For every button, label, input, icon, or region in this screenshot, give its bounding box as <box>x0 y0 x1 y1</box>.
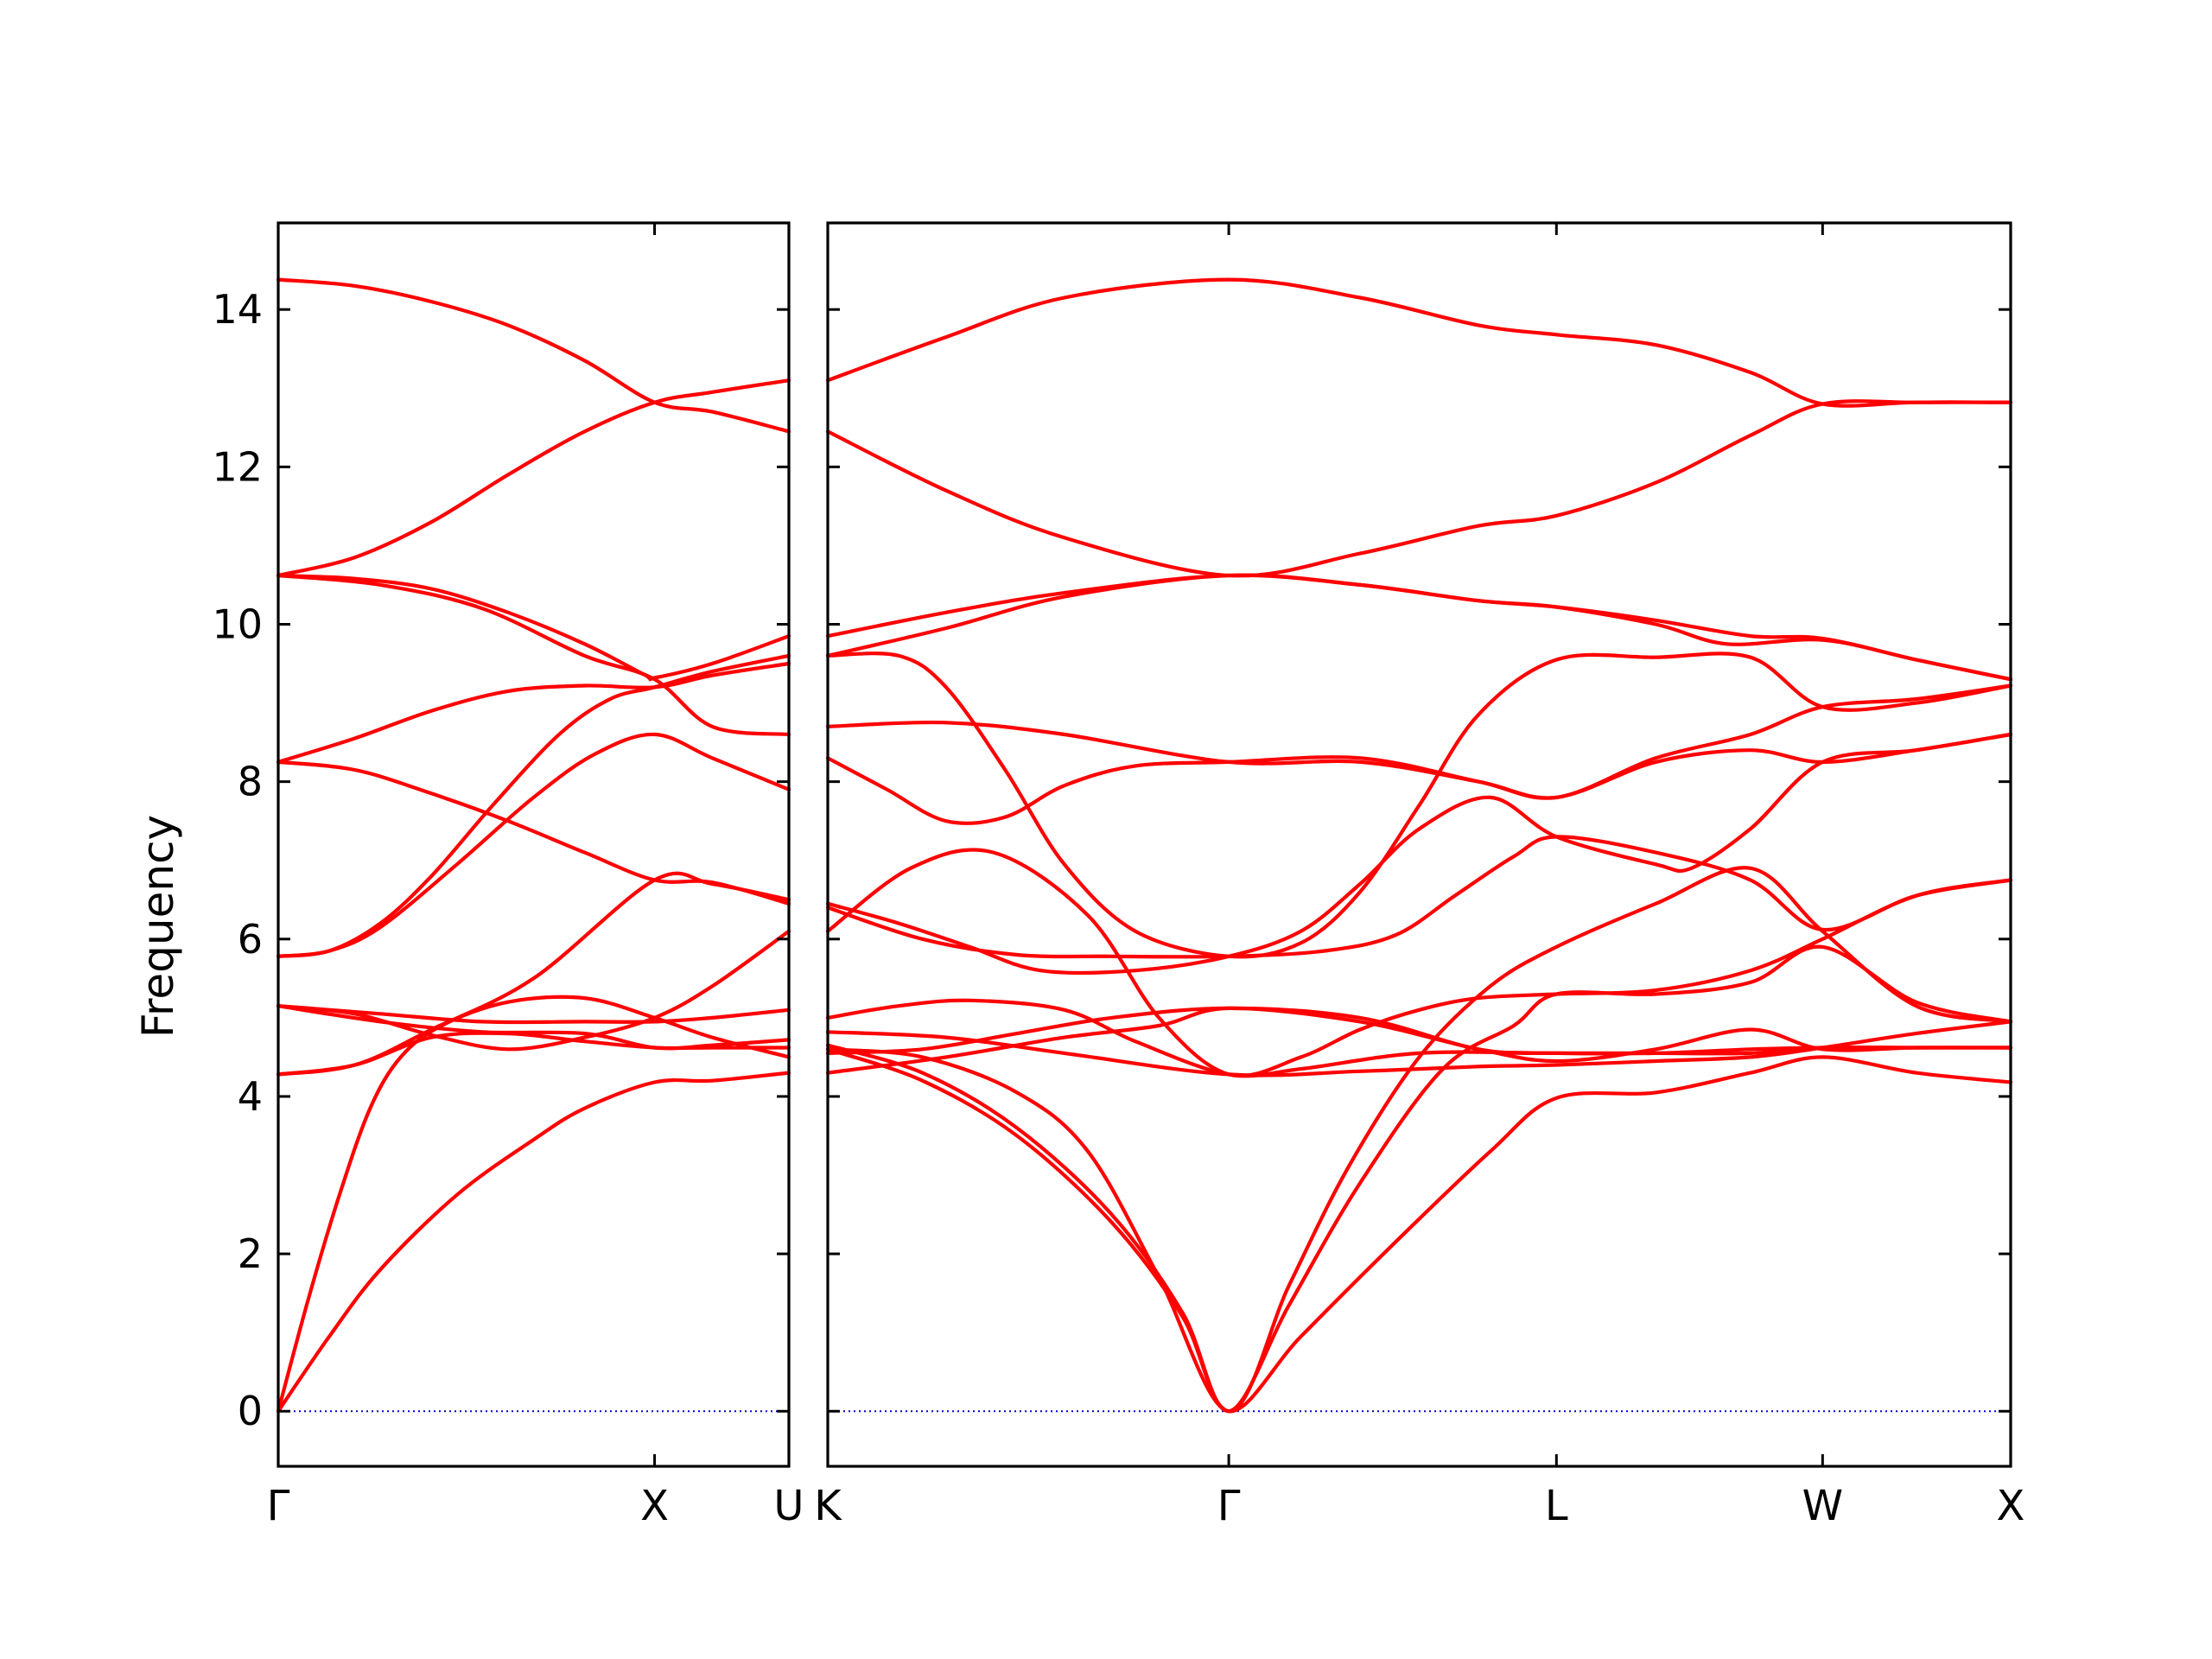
x-tick-label-U: U <box>773 1482 804 1530</box>
phonon-band-7 <box>276 1004 791 1051</box>
phonon-band-9 <box>825 835 2013 959</box>
panel-left: 0 2 4 6 8 10 12 14 Γ X U <box>212 221 804 1530</box>
x-tick-label-Γ: Γ <box>1217 1482 1241 1530</box>
phonon-band-2 <box>276 995 791 1414</box>
y-tick-label: 14 <box>212 286 263 333</box>
phonon-band-3 <box>825 866 2013 1414</box>
phonon-band-12 <box>825 683 2013 825</box>
plot-frame <box>826 221 2012 1468</box>
y-tick-label: 10 <box>212 601 263 647</box>
x-tick-label-X: X <box>1997 1482 2025 1530</box>
phonon-band-5 <box>276 929 791 1052</box>
y-tick-label: 4 <box>238 1073 263 1120</box>
phonon-band-4 <box>825 1006 2013 1075</box>
y-tick-label: 2 <box>238 1230 263 1277</box>
phonon-band-1 <box>276 1071 791 1414</box>
phonon-band-13 <box>276 573 791 737</box>
x-tick-label-W: W <box>1802 1482 1843 1530</box>
x-tick-label-X: X <box>640 1482 669 1530</box>
phonon-band-7 <box>825 998 2013 1078</box>
phonon-band-11 <box>276 760 791 906</box>
y-axis-title: Frequency <box>133 815 183 1038</box>
plot-frame <box>276 221 791 1468</box>
phonon-band-10 <box>276 661 791 764</box>
phonon-band-15 <box>276 277 791 434</box>
phonon-band-11 <box>825 652 2013 959</box>
phonon-band-16 <box>825 399 2013 578</box>
y-tick-label: 0 <box>238 1388 263 1434</box>
phonon-band-14 <box>276 378 791 578</box>
x-tick-label-K: K <box>814 1482 842 1530</box>
phonon-band-13 <box>825 720 2013 800</box>
y-tick-label: 6 <box>238 916 263 963</box>
phonon-band-10 <box>825 732 2013 976</box>
y-tick-label: 12 <box>212 443 263 490</box>
phonon-band-17 <box>825 277 2013 408</box>
phonon-band-8 <box>276 653 791 958</box>
x-tick-label-L: L <box>1545 1482 1568 1530</box>
phonon-band-9 <box>276 732 791 958</box>
phonon-band-1 <box>825 1047 2013 1414</box>
phonon-band-8 <box>825 848 2013 1078</box>
x-tick-label-Γ: Γ <box>267 1482 290 1530</box>
phonon-band-6 <box>276 1004 791 1025</box>
phonon-band-12 <box>276 573 791 682</box>
phonon-band-2 <box>825 944 2013 1414</box>
y-tick-label: 8 <box>238 759 263 805</box>
phonon-band-15 <box>825 573 2013 682</box>
